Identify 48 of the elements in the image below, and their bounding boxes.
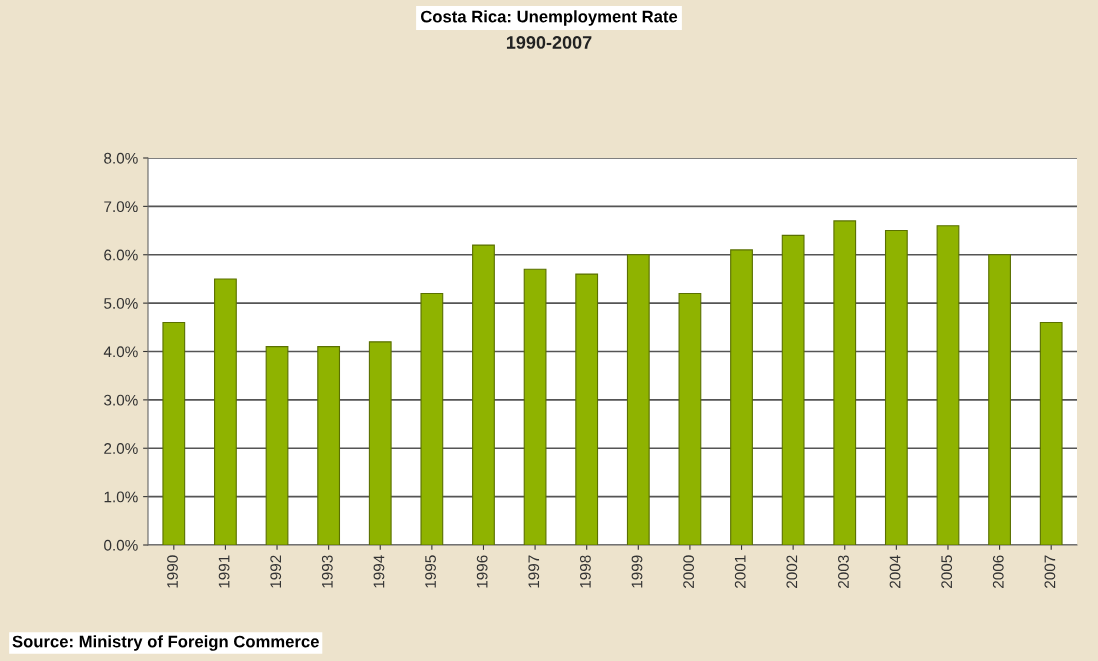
bar bbox=[214, 278, 237, 545]
x-tick-label: 2001 bbox=[734, 555, 746, 588]
bar bbox=[781, 234, 805, 545]
x-tick-label: 1992 bbox=[270, 555, 282, 588]
x-tick-label: 1996 bbox=[476, 555, 488, 588]
bar bbox=[265, 346, 289, 545]
bar bbox=[936, 225, 960, 545]
x-tick-label: 2005 bbox=[941, 555, 953, 588]
bar bbox=[1039, 321, 1063, 545]
y-tick-label: 7.0% bbox=[104, 201, 138, 213]
x-tick-label: 1993 bbox=[321, 555, 333, 588]
x-tick-label: 1991 bbox=[218, 555, 230, 588]
x-tick-label: 2004 bbox=[889, 555, 901, 588]
bar bbox=[575, 273, 599, 545]
x-tick-label: 2002 bbox=[786, 555, 798, 588]
source-note: Source: Ministry of Foreign Commerce bbox=[12, 635, 319, 651]
y-tick-label: 8.0% bbox=[104, 152, 138, 164]
bar bbox=[472, 244, 495, 545]
x-tick-label: 1994 bbox=[373, 555, 385, 588]
bar bbox=[626, 254, 650, 545]
x-tick-label: 2007 bbox=[1044, 555, 1056, 588]
bar bbox=[988, 254, 1011, 545]
y-tick-label: 3.0% bbox=[104, 394, 138, 406]
x-tick-label: 1999 bbox=[631, 555, 643, 588]
bar bbox=[833, 220, 857, 545]
x-tick-label: 1997 bbox=[528, 555, 540, 588]
chart-title: Costa Rica: Unemployment Rate bbox=[420, 10, 678, 26]
x-tick-label: 1990 bbox=[167, 555, 178, 588]
bar bbox=[420, 292, 444, 545]
x-tick-label: 1998 bbox=[579, 555, 591, 588]
bar bbox=[523, 268, 547, 545]
chart-subtitle: 1990-2007 bbox=[506, 36, 592, 49]
x-tick-label: 2006 bbox=[992, 555, 1004, 588]
x-tick-label: 2000 bbox=[683, 555, 695, 588]
y-tick-label: 6.0% bbox=[104, 249, 138, 261]
y-tick-label: 5.0% bbox=[104, 297, 138, 309]
bar bbox=[884, 230, 908, 545]
bar bbox=[730, 249, 753, 545]
x-tick-label: 2003 bbox=[838, 555, 849, 588]
y-tick-label: 1.0% bbox=[104, 491, 138, 503]
y-tick-label: 0.0% bbox=[104, 539, 138, 551]
bar bbox=[317, 346, 341, 545]
bar bbox=[368, 341, 392, 545]
x-tick-label: 1995 bbox=[425, 555, 436, 588]
bar bbox=[678, 292, 702, 545]
y-tick-label: 2.0% bbox=[104, 443, 138, 454]
y-tick-label: 4.0% bbox=[103, 346, 138, 358]
bar bbox=[162, 321, 186, 545]
